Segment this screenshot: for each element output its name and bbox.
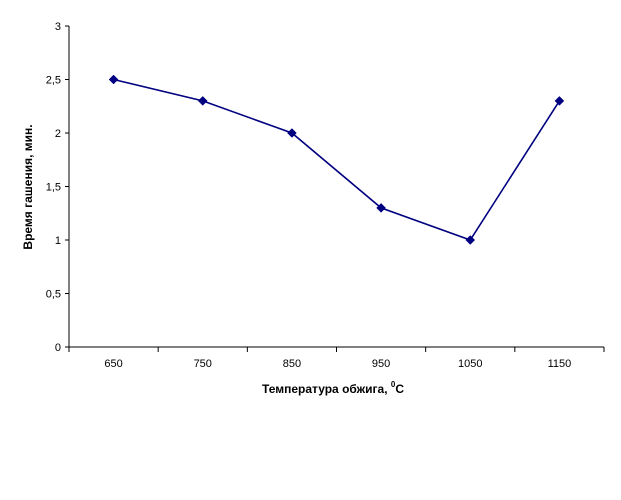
y-tick-label: 1 xyxy=(55,235,61,247)
x-tick-label: 850 xyxy=(283,358,301,370)
x-tick-label: 950 xyxy=(372,358,390,370)
data-point-marker xyxy=(108,74,119,85)
x-tick-label: 750 xyxy=(194,358,212,370)
x-tick-label: 1150 xyxy=(548,358,572,370)
y-tick-label: 2,5 xyxy=(46,75,61,87)
x-tick-label: 1050 xyxy=(458,358,482,370)
y-ticks: 0 0,5 1 1,5 2 2,5 3 xyxy=(46,21,69,354)
axes xyxy=(68,26,604,348)
plot-area xyxy=(108,74,565,245)
y-tick-label: 1,5 xyxy=(46,182,61,194)
data-point-marker xyxy=(197,96,208,106)
series-line xyxy=(113,78,561,241)
data-point-marker xyxy=(287,128,297,138)
y-tick-label: 0 xyxy=(55,342,61,354)
x-axis-title: Температура обжига, 0С xyxy=(262,380,404,396)
data-point-marker xyxy=(465,235,476,245)
y-tick-label: 3 xyxy=(55,21,61,33)
x-ticks: 650 750 850 950 1050 1150 xyxy=(68,347,605,370)
data-point-marker xyxy=(376,203,386,213)
x-tick-label: 650 xyxy=(104,358,122,370)
y-tick-label: 0,5 xyxy=(46,289,61,301)
data-point-marker xyxy=(554,96,565,106)
y-axis-title: Время гашения, мин. xyxy=(21,124,35,249)
y-tick-label: 2 xyxy=(55,128,61,140)
